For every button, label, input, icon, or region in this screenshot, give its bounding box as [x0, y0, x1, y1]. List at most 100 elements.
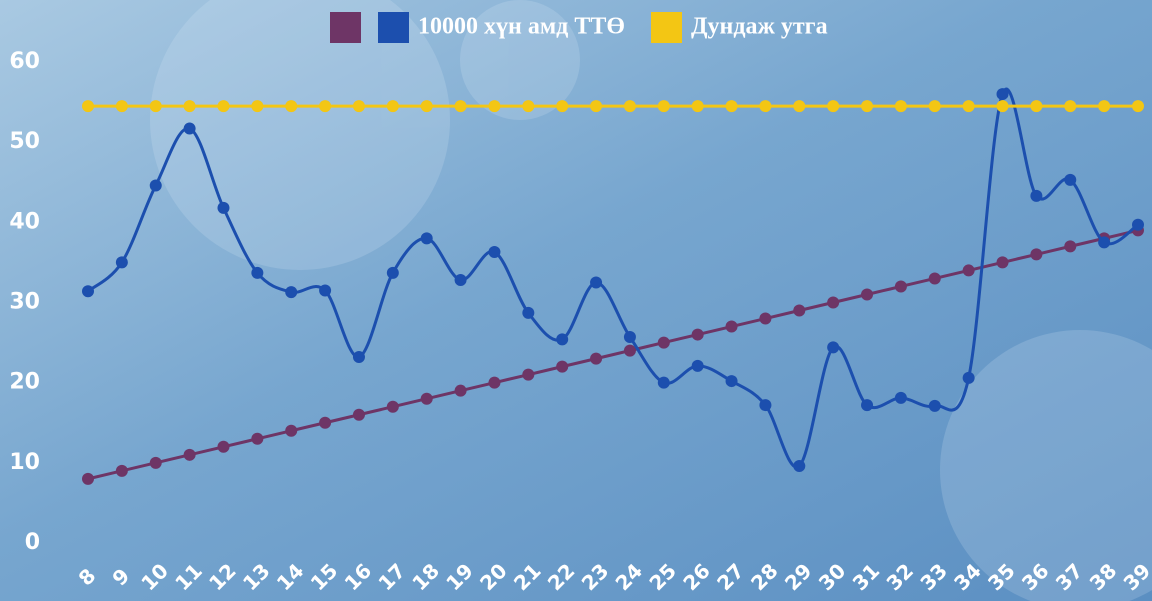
- data-point: [82, 100, 94, 113]
- legend-label: 10000 хүн амд ТТӨ: [418, 14, 625, 40]
- data-point: [149, 179, 162, 192]
- y-tick-label: 10: [9, 450, 40, 475]
- data-point: [1030, 248, 1043, 261]
- data-point: [454, 274, 467, 287]
- data-point: [149, 456, 162, 469]
- data-point: [285, 286, 298, 299]
- data-point: [251, 266, 264, 279]
- data-point: [217, 201, 230, 214]
- data-point: [352, 351, 365, 364]
- data-point: [623, 344, 636, 357]
- data-point: [725, 100, 738, 113]
- data-point: [623, 330, 636, 343]
- data-point: [657, 100, 670, 113]
- data-point: [115, 256, 128, 269]
- data-point: [793, 100, 806, 113]
- data-point: [691, 328, 704, 341]
- data-point: [115, 100, 128, 113]
- data-point: [217, 440, 230, 453]
- y-tick-label: 60: [9, 49, 40, 74]
- data-point: [590, 352, 603, 365]
- data-point: [928, 272, 941, 285]
- data-point: [1030, 100, 1043, 113]
- data-point: [928, 399, 941, 412]
- data-point: [657, 336, 670, 349]
- data-point: [894, 280, 907, 293]
- data-point: [522, 100, 535, 113]
- data-point: [759, 100, 772, 113]
- data-point: [420, 392, 433, 405]
- y-tick-label: 30: [9, 290, 40, 315]
- data-point: [386, 100, 399, 113]
- data-point: [590, 100, 603, 113]
- data-point: [454, 384, 467, 397]
- data-point: [183, 100, 196, 113]
- data-point: [928, 100, 941, 113]
- data-point: [590, 276, 603, 289]
- data-point: [861, 288, 874, 301]
- data-point: [454, 100, 467, 113]
- data-point: [217, 100, 230, 113]
- data-point: [827, 100, 840, 113]
- data-point: [386, 400, 399, 413]
- data-point: [319, 416, 332, 429]
- data-point: [1132, 100, 1144, 113]
- data-point: [759, 312, 772, 325]
- data-point: [386, 266, 399, 279]
- legend-swatch: [330, 12, 361, 43]
- data-point: [894, 391, 907, 404]
- data-point: [861, 100, 874, 113]
- y-tick-label: 50: [9, 129, 40, 154]
- data-point: [996, 256, 1009, 269]
- data-point: [149, 100, 162, 113]
- data-point: [623, 100, 636, 113]
- data-point: [420, 232, 433, 245]
- data-point: [1098, 236, 1111, 249]
- data-point: [793, 304, 806, 317]
- data-point: [1064, 173, 1077, 186]
- data-point: [488, 245, 501, 258]
- data-point: [556, 333, 569, 346]
- data-point: [352, 100, 365, 113]
- data-point: [725, 320, 738, 333]
- data-point: [82, 285, 94, 298]
- data-point: [420, 100, 433, 113]
- data-point: [488, 376, 501, 389]
- data-point: [1064, 100, 1077, 113]
- data-point: [793, 460, 806, 473]
- data-point: [251, 432, 264, 445]
- data-point: [827, 341, 840, 354]
- data-point: [962, 371, 975, 384]
- data-point: [285, 100, 298, 113]
- legend-swatch: [651, 12, 682, 43]
- data-point: [285, 424, 298, 437]
- legend-swatch: [378, 12, 409, 43]
- data-point: [962, 100, 975, 113]
- data-point: [691, 100, 704, 113]
- data-point: [1132, 218, 1144, 231]
- data-point: [657, 376, 670, 389]
- data-point: [556, 100, 569, 113]
- data-point: [691, 359, 704, 372]
- data-point: [861, 399, 874, 412]
- data-point: [319, 284, 332, 297]
- data-point: [319, 100, 332, 113]
- data-point: [115, 464, 128, 477]
- data-point: [556, 360, 569, 373]
- data-point: [827, 296, 840, 309]
- data-point: [962, 264, 975, 277]
- data-point: [522, 368, 535, 381]
- data-point: [996, 100, 1009, 113]
- y-tick-label: 20: [9, 370, 40, 395]
- data-point: [996, 88, 1009, 101]
- data-point: [488, 100, 501, 113]
- data-point: [183, 122, 196, 135]
- data-point: [1064, 240, 1077, 253]
- data-point: [522, 306, 535, 319]
- data-point: [1098, 100, 1111, 113]
- data-point: [251, 100, 264, 113]
- legend-label: Дундаж утга: [691, 14, 828, 40]
- legend: 10000 хүн амд ТТӨ Дундаж утга: [330, 12, 828, 43]
